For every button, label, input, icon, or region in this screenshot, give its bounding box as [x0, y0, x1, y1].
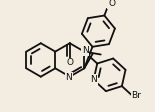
Text: Br: Br	[131, 91, 141, 100]
Text: O: O	[108, 0, 115, 8]
Text: N: N	[65, 73, 72, 82]
Text: O: O	[66, 58, 73, 67]
Text: N: N	[82, 46, 89, 55]
Text: N: N	[90, 75, 97, 84]
